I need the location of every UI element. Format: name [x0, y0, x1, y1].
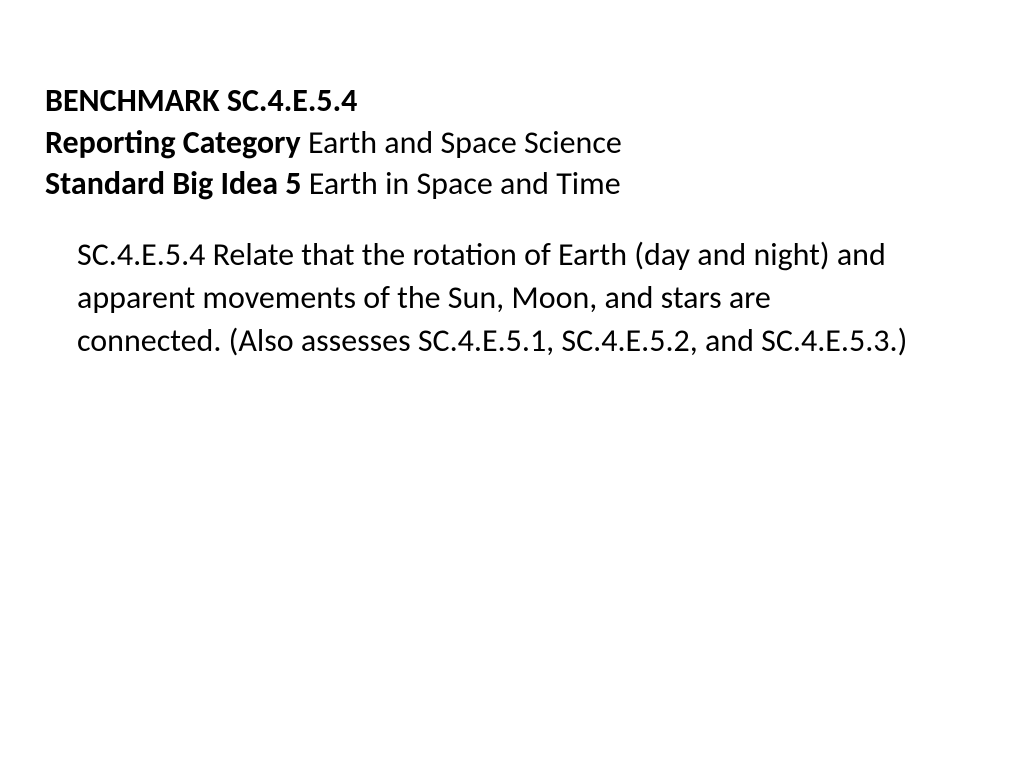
header-block: BENCHMARK SC.4.E.5.4 Reporting Category … [45, 80, 979, 205]
standard-label: Standard Big Idea 5 [45, 164, 302, 203]
benchmark-description: SC.4.E.5.4 Relate that the rotation of E… [45, 233, 979, 363]
reporting-category-label: Reporting Category [45, 123, 301, 162]
reporting-category-line: Reporting Category Earth and Space Scien… [45, 122, 979, 164]
benchmark-title: BENCHMARK SC.4.E.5.4 [45, 80, 979, 122]
reporting-category-value: Earth and Space Science [301, 123, 622, 162]
standard-line: Standard Big Idea 5 Earth in Space and T… [45, 163, 979, 205]
standard-value: Earth in Space and Time [302, 164, 621, 203]
